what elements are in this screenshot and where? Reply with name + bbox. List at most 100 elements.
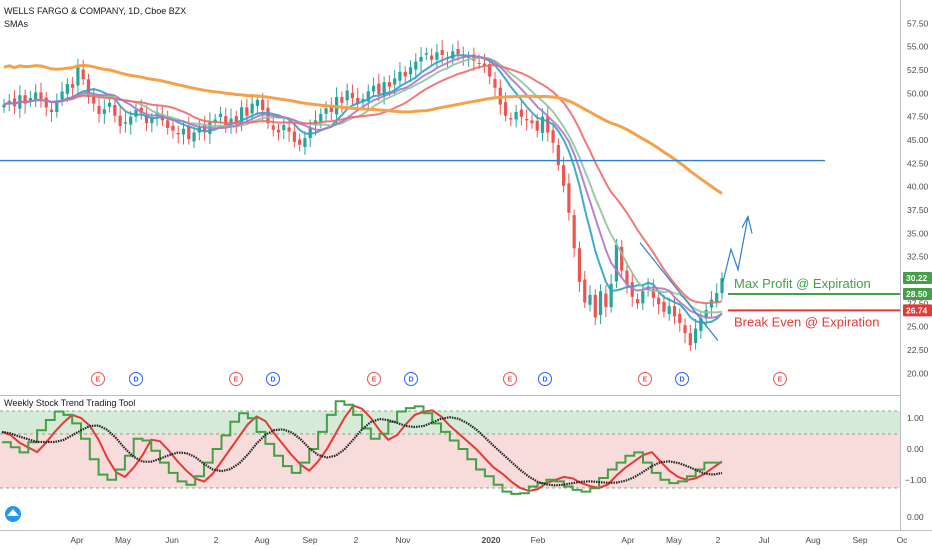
event-badge-label: D [270,377,275,384]
dividend-badge[interactable] [266,372,280,386]
chart-title: WELLS FARGO & COMPANY, 1D, Cboe BZX [4,6,186,16]
price-tick: 52.50 [907,65,929,75]
candle-body [387,82,391,87]
price-tag-box [903,288,932,300]
candle-body [65,84,69,94]
candle-body [709,299,714,308]
candle-body [34,92,38,101]
candle-body [292,131,296,142]
candle-body [514,112,518,120]
dividend-badge[interactable] [675,372,689,386]
candle-body [424,53,428,55]
earnings-badge[interactable] [367,372,381,386]
dividend-badge[interactable] [129,372,143,386]
candle-body [129,116,133,125]
chart-subtitle: SMAs [4,19,29,29]
osc-tick: −1.00 [905,475,927,485]
event-badge-label: E [508,377,513,384]
time-tick: Aug [805,535,820,545]
candle-body [662,301,666,312]
earnings-badge[interactable] [638,372,652,386]
candle-body [530,120,534,124]
sma-purple-line [3,55,723,319]
candle-body [319,113,323,123]
candle-body [440,49,444,56]
candle-body [97,105,101,114]
candle-body [192,132,196,142]
earnings-badge[interactable] [773,372,787,386]
candle-body [503,102,508,116]
candle-body [86,79,91,98]
candle-body [678,314,682,323]
candle-body [635,299,640,304]
candle-body [509,118,513,120]
candle-body [366,91,370,102]
sma-200-line [3,63,723,195]
candle-body [218,113,223,118]
candle-body [213,119,217,123]
candle-body [23,95,27,104]
event-badge-label: E [643,377,648,384]
candle-body [71,84,75,88]
candle-body [540,116,545,133]
candle-body [456,49,460,55]
time-tick: May [666,535,683,545]
candle-body [646,286,650,289]
price-tick: 47.50 [907,112,929,122]
time-tick: Apr [621,535,634,545]
candle-body [699,318,703,331]
candle-body [55,101,59,112]
price-tick: 20.00 [907,368,929,378]
candle-body [250,103,254,114]
candle-body [519,109,523,117]
candle-body [641,291,645,304]
candle-body [609,283,613,308]
projection-path [722,216,749,283]
candle-body [477,63,481,64]
price-tick: 45.00 [907,135,929,145]
candle-body [144,115,149,124]
candle-body [28,98,32,102]
candle-body [113,105,117,116]
candle-body [261,99,265,111]
candle-body [562,165,566,186]
candle-body [651,288,655,298]
candle-body [150,118,154,124]
candle-body [435,52,439,60]
candle-body [166,120,170,128]
candle-body [139,107,143,113]
projection-arrowhead [741,214,753,234]
event-badge-label: E [234,377,239,384]
candle-body [361,98,365,102]
earnings-badge[interactable] [503,372,517,386]
osc-tick: 0.00 [907,512,924,522]
downtrend-line[interactable] [639,242,719,342]
candle-body [683,325,687,334]
event-badge-label: D [679,377,684,384]
candle-body [593,294,597,318]
osc-green-line [2,400,722,495]
candle-body [81,69,85,80]
candle-body [720,278,724,294]
oscillator-title: Weekly Stock Trend Trading Tool [4,398,135,408]
candle-body [382,82,386,97]
candle-body [393,78,397,85]
dividend-badge[interactable] [538,372,552,386]
osc-red-line [1,404,723,492]
price-tick: 37.50 [907,205,929,215]
earnings-badge[interactable] [91,372,105,386]
price-tick: 50.00 [907,88,929,98]
time-tick: Sep [852,535,867,545]
time-tick: Apr [70,535,83,545]
event-badge-label: E [372,377,377,384]
earnings-badge[interactable] [229,372,243,386]
candle-body [466,56,471,58]
price-tag-box [903,271,932,284]
candle-body [39,92,43,100]
dividend-badge[interactable] [404,372,418,386]
candle-body [356,98,360,104]
event-badge-label: D [542,377,547,384]
candle-body [604,293,608,308]
event-badge-label: E [778,377,783,384]
